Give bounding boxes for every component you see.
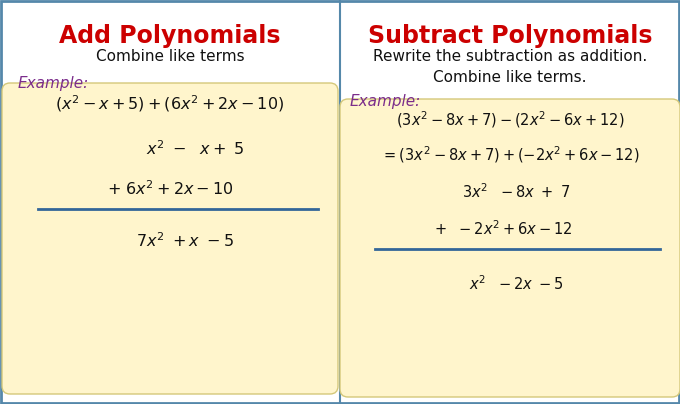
- Text: Example:: Example:: [18, 76, 89, 91]
- Text: $\left(x^2-x+5\right)+\left(6x^2+2x-10\right)$: $\left(x^2-x+5\right)+\left(6x^2+2x-10\r…: [55, 94, 285, 114]
- FancyBboxPatch shape: [2, 83, 338, 394]
- Text: $3x^2\ \ -8x\ +\ 7$: $3x^2\ \ -8x\ +\ 7$: [462, 183, 571, 201]
- Text: Subtract Polynomials: Subtract Polynomials: [368, 24, 652, 48]
- Text: $+\ 6x^2+2x-10$: $+\ 6x^2+2x-10$: [107, 180, 233, 198]
- Text: $=\left(3x^2-8x+7\right)+\left(-2x^2+6x-12\right)$: $=\left(3x^2-8x+7\right)+\left(-2x^2+6x-…: [381, 145, 639, 165]
- FancyBboxPatch shape: [340, 99, 680, 397]
- Text: Example:: Example:: [350, 94, 421, 109]
- Text: $7x^2\ +x\ -5$: $7x^2\ +x\ -5$: [136, 231, 234, 250]
- Text: $+\ \ -2x^2+6x-12$: $+\ \ -2x^2+6x-12$: [434, 220, 572, 238]
- Text: $\left(3x^2-8x+7\right)-\left(2x^2-6x+12\right)$: $\left(3x^2-8x+7\right)-\left(2x^2-6x+12…: [396, 109, 624, 130]
- Text: Add Polynomials: Add Polynomials: [59, 24, 281, 48]
- Text: $x^2\ \ -2x\ -5$: $x^2\ \ -2x\ -5$: [469, 275, 564, 293]
- Text: $x^2 \ -\ \ x+\ 5$: $x^2 \ -\ \ x+\ 5$: [146, 140, 244, 158]
- Text: Rewrite the subtraction as addition.
Combine like terms.: Rewrite the subtraction as addition. Com…: [373, 49, 647, 85]
- Text: Combine like terms: Combine like terms: [96, 49, 244, 64]
